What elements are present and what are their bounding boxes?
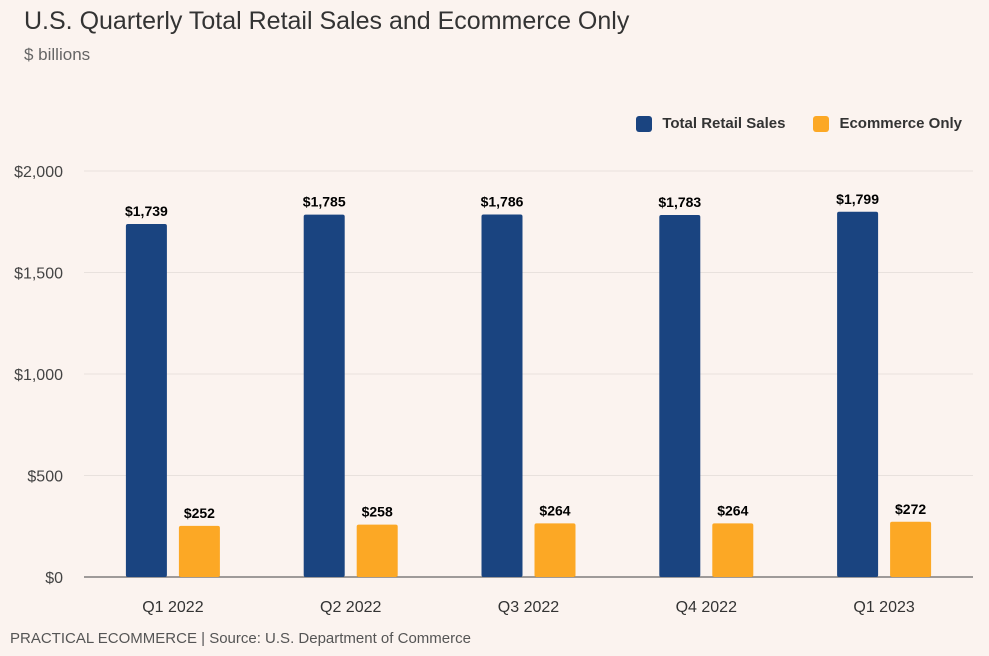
data-label: $1,785 <box>303 194 346 210</box>
data-label: $272 <box>895 501 926 517</box>
bar-total <box>125 223 167 577</box>
bar-ecommerce <box>712 523 754 577</box>
data-label: $1,799 <box>836 191 879 207</box>
data-label: $1,786 <box>481 193 524 209</box>
legend-item-ecommerce-only[interactable]: Ecommerce Only <box>813 115 962 132</box>
data-label: $252 <box>184 505 215 521</box>
legend: Total Retail Sales Ecommerce Only <box>608 115 962 132</box>
x-tick-label: Q3 2022 <box>498 599 559 616</box>
y-tick-label: $0 <box>45 570 63 587</box>
x-tick-label: Q1 2022 <box>142 599 203 616</box>
data-label: $264 <box>539 502 570 518</box>
bar-total <box>303 214 345 577</box>
chart-subtitle: $ billions <box>24 45 91 64</box>
chart-title: U.S. Quarterly Total Retail Sales and Ec… <box>24 7 630 35</box>
data-label: $1,783 <box>658 194 701 210</box>
y-tick-label: $2,000 <box>14 164 63 181</box>
legend-swatch-ecommerce <box>813 115 830 132</box>
y-tick-label: $500 <box>27 469 63 486</box>
x-tick-label: Q2 2022 <box>320 599 381 616</box>
x-tick-label: Q4 2022 <box>676 599 737 616</box>
legend-item-total-retail-sales[interactable]: Total Retail Sales <box>636 115 785 132</box>
legend-swatch-total <box>636 115 653 132</box>
y-tick-label: $1,500 <box>14 266 63 283</box>
bar-ecommerce <box>178 525 220 577</box>
data-label: $258 <box>362 504 393 520</box>
x-tick-label: Q1 2023 <box>853 599 914 616</box>
legend-label-ecommerce: Ecommerce Only <box>839 115 962 132</box>
bar-ecommerce <box>534 523 576 577</box>
bar-total <box>659 215 701 577</box>
data-label: $264 <box>717 502 748 518</box>
source-footer: PRACTICAL ECOMMERCE | Source: U.S. Depar… <box>10 630 471 647</box>
bar-ecommerce <box>356 524 398 577</box>
bar-total <box>837 211 879 578</box>
data-label: $1,739 <box>125 203 168 219</box>
legend-label-total: Total Retail Sales <box>662 115 786 132</box>
bar-total <box>481 214 523 577</box>
y-tick-label: $1,000 <box>14 367 63 384</box>
bar-ecommerce <box>890 521 932 577</box>
